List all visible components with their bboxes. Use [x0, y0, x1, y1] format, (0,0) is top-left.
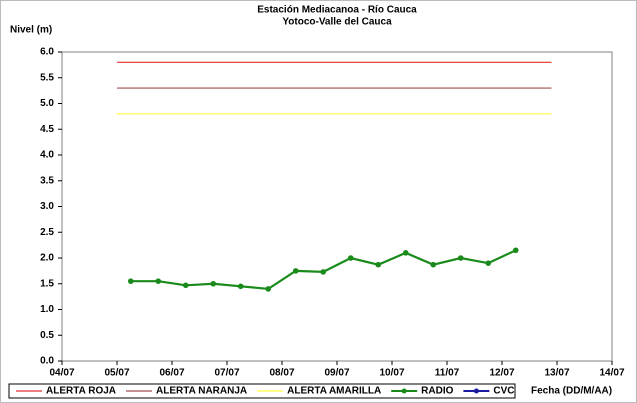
- data-point: [292, 268, 299, 274]
- data-point: [237, 283, 244, 290]
- x-tick-label: 06/07: [159, 368, 184, 379]
- y-axis-label: Nivel (m): [10, 25, 52, 36]
- x-tick-label: 09/07: [324, 368, 349, 379]
- y-tick-label: 2.5: [40, 227, 54, 238]
- chart-subtitle: Yotoco-Valle del Cauca: [282, 17, 392, 28]
- x-tick-label: 07/07: [214, 368, 239, 379]
- legend-label: ALERTA NARANJA: [156, 386, 247, 397]
- y-tick-label: 3.0: [40, 201, 54, 212]
- y-tick-label: 0.0: [40, 356, 54, 367]
- y-tick-label: 3.5: [40, 175, 54, 186]
- x-tick-label: 08/07: [269, 368, 294, 379]
- x-tick-label: 14/07: [599, 368, 624, 379]
- data-point: [347, 255, 354, 261]
- y-tick-label: 6.0: [40, 47, 54, 58]
- x-tick-label: 10/07: [379, 368, 404, 379]
- data-point: [127, 278, 134, 284]
- y-tick-label: 0.5: [40, 330, 54, 341]
- plot-area: [61, 51, 613, 362]
- data-point: [512, 247, 519, 254]
- data-point: [182, 282, 189, 289]
- chart-title: Estación Mediacanoa - Río Cauca: [257, 5, 417, 16]
- legend-marker: [401, 388, 407, 394]
- data-point: [320, 269, 327, 275]
- y-tick-label: 1.5: [40, 278, 54, 289]
- legend-label: CVC: [493, 386, 514, 397]
- data-point: [430, 261, 437, 268]
- legend-marker: [473, 388, 479, 394]
- y-tick-label: 4.5: [40, 124, 54, 135]
- x-tick-label: 11/07: [435, 368, 460, 379]
- x-axis-label: Fecha (DD/M/AA): [531, 386, 612, 397]
- x-tick-label: 05/07: [104, 368, 129, 379]
- legend-label: ALERTA ROJA: [46, 386, 116, 397]
- x-tick-label: 04/07: [49, 368, 74, 379]
- x-tick-label: 13/07: [544, 368, 569, 379]
- data-point: [265, 286, 272, 292]
- data-point: [210, 280, 217, 287]
- data-point: [155, 278, 162, 284]
- data-point: [457, 255, 464, 261]
- data-point: [402, 250, 409, 256]
- legend-label: ALERTA AMARILLA: [287, 386, 381, 397]
- y-tick-label: 2.0: [40, 253, 54, 264]
- data-point: [485, 260, 492, 266]
- y-tick-label: 1.0: [40, 304, 54, 315]
- y-tick-label: 5.0: [40, 98, 54, 109]
- data-point: [375, 261, 382, 268]
- y-tick-label: 4.0: [40, 150, 54, 161]
- y-tick-label: 5.5: [40, 72, 54, 83]
- x-tick-label: 12/07: [489, 368, 514, 379]
- legend-label: RADIO: [421, 386, 453, 397]
